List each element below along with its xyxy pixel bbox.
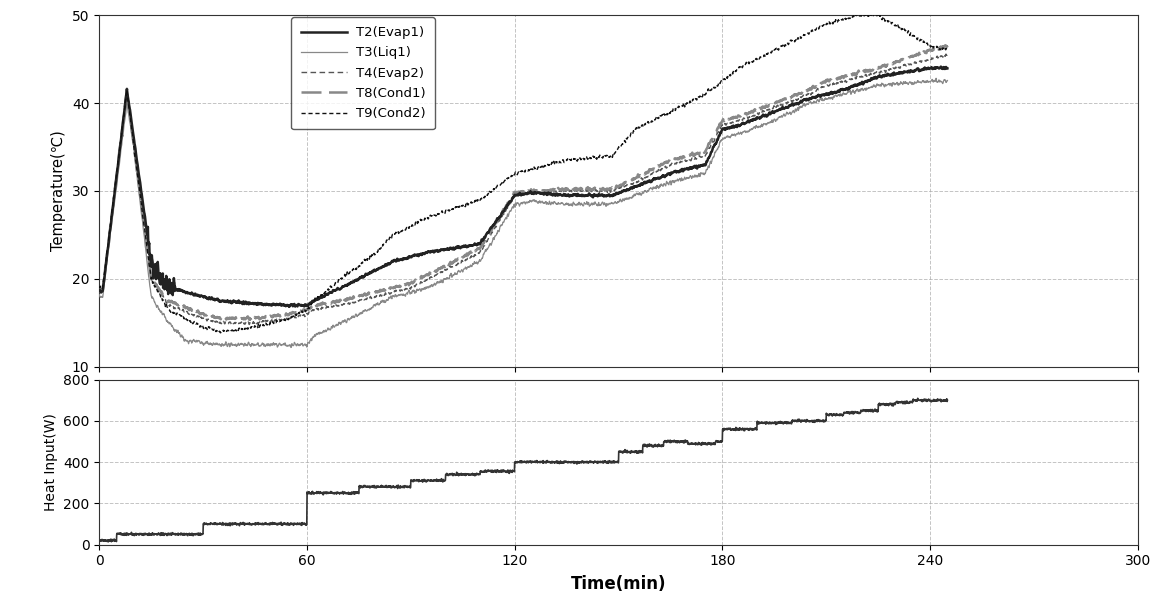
T4(Evap2) (832, 79, 846, 86)
T9(Cond2) (214, 329, 228, 336)
Legend: T2(Evap1), T3(Liq1), T4(Evap2), T8(Cond1), T9(Cond2): T2(Evap1), T3(Liq1), T4(Evap2), T8(Cond1… (292, 17, 435, 129)
T3(Liq1) (189, 339, 203, 346)
T4(Evap2) (941, 51, 955, 58)
T3(Liq1) (92, 291, 106, 298)
T3(Liq1) (418, 285, 432, 292)
T3(Liq1) (929, 74, 943, 82)
T3(Liq1) (239, 341, 253, 348)
Line: T4(Evap2): T4(Evap2) (99, 54, 948, 324)
T3(Liq1) (924, 77, 938, 85)
T2(Evap1) (189, 292, 203, 299)
T3(Liq1) (284, 344, 298, 351)
T4(Evap2) (239, 318, 253, 325)
T4(Evap2) (243, 321, 257, 328)
T2(Evap1) (454, 243, 468, 250)
T4(Evap2) (939, 51, 953, 58)
T8(Cond1) (239, 315, 253, 322)
T8(Cond1) (832, 74, 846, 82)
T4(Evap2) (454, 257, 468, 264)
T2(Evap1) (282, 303, 296, 310)
T9(Cond2) (239, 324, 253, 331)
T4(Evap2) (189, 313, 203, 320)
T2(Evap1) (832, 88, 846, 95)
T8(Cond1) (92, 284, 106, 292)
Y-axis label: Temperature(℃): Temperature(℃) (51, 131, 67, 251)
T9(Cond2) (418, 215, 432, 222)
Line: T2(Evap1): T2(Evap1) (99, 67, 948, 307)
T8(Cond1) (418, 272, 432, 280)
T8(Cond1) (924, 47, 938, 54)
T9(Cond2) (832, 16, 846, 23)
T9(Cond2) (189, 320, 203, 327)
Line: T8(Cond1): T8(Cond1) (99, 45, 948, 320)
Line: T3(Liq1): T3(Liq1) (99, 78, 948, 347)
T2(Evap1) (92, 287, 106, 294)
T3(Liq1) (832, 92, 846, 99)
T2(Evap1) (934, 63, 948, 70)
T8(Cond1) (454, 255, 468, 262)
T9(Cond2) (941, 47, 955, 54)
T2(Evap1) (941, 65, 955, 72)
T2(Evap1) (924, 64, 938, 71)
T9(Cond2) (867, 10, 881, 17)
T3(Liq1) (454, 267, 468, 274)
T4(Evap2) (418, 278, 432, 285)
T2(Evap1) (239, 299, 253, 306)
Line: T9(Cond2): T9(Cond2) (99, 13, 948, 333)
T9(Cond2) (454, 203, 468, 210)
X-axis label: Time(min): Time(min) (571, 575, 666, 593)
T4(Evap2) (924, 56, 938, 63)
T4(Evap2) (92, 287, 106, 295)
T9(Cond2) (924, 42, 938, 50)
T2(Evap1) (418, 250, 432, 258)
T8(Cond1) (189, 309, 203, 316)
T8(Cond1) (938, 42, 952, 49)
T8(Cond1) (941, 42, 955, 50)
T3(Liq1) (941, 77, 955, 84)
Y-axis label: Heat Input(W): Heat Input(W) (43, 413, 57, 511)
T9(Cond2) (92, 283, 106, 290)
T8(Cond1) (244, 316, 258, 324)
